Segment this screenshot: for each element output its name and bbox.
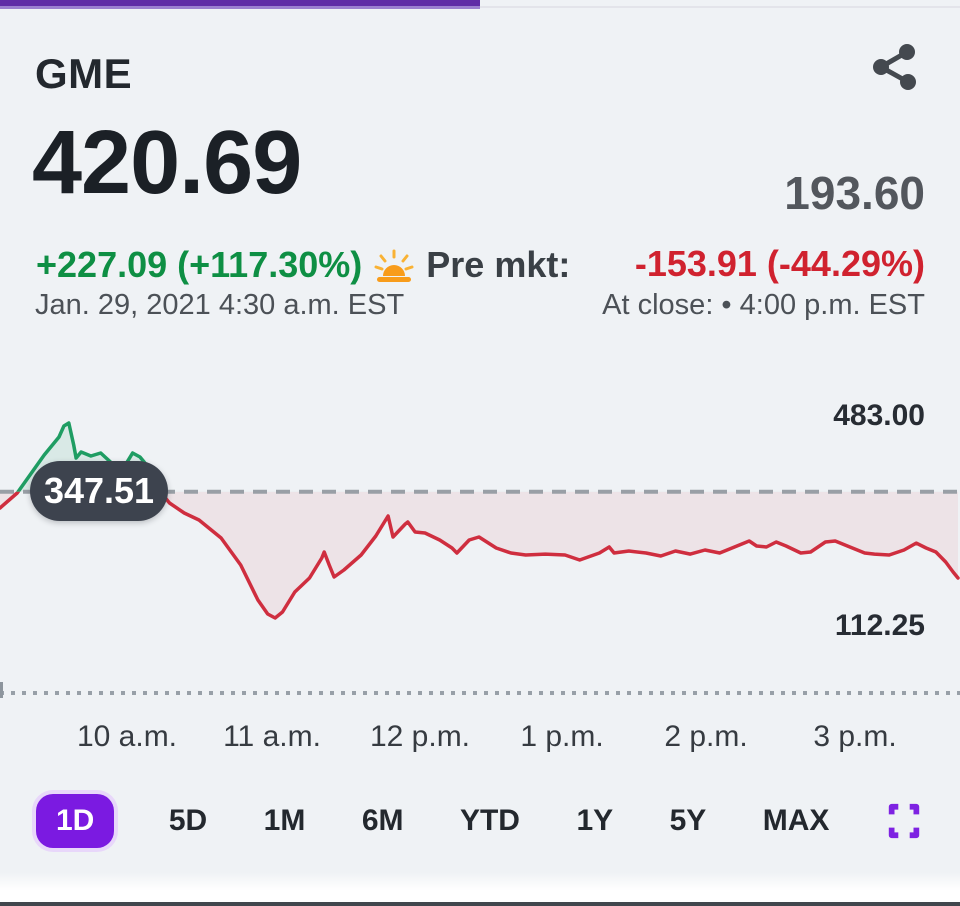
at-close-price: 193.60 bbox=[784, 167, 925, 219]
quote-timestamp: Jan. 29, 2021 4:30 a.m. EST bbox=[35, 289, 405, 321]
range-selector: 1D 5D 1M 6M YTD 1Y 5Y MAX bbox=[36, 790, 924, 852]
loading-progress-bar bbox=[0, 0, 960, 9]
sunrise-icon bbox=[374, 249, 414, 282]
share-icon bbox=[873, 44, 916, 90]
premarket-change: +227.09 (+117.30%) bbox=[36, 244, 363, 285]
price-chart[interactable] bbox=[0, 385, 960, 685]
price-line-green bbox=[15, 421, 163, 492]
previous-close-tooltip: 347.51 bbox=[30, 461, 168, 521]
at-close-change: -153.91 (-44.29%) bbox=[634, 243, 925, 284]
x-tick-12pm: 12 p.m. bbox=[369, 720, 471, 753]
fullscreen-icon bbox=[888, 803, 920, 839]
range-button-5y[interactable]: 5Y bbox=[669, 804, 707, 837]
range-button-6m[interactable]: 6M bbox=[361, 804, 404, 837]
progress-fill bbox=[0, 0, 480, 9]
range-button-ytd[interactable]: YTD bbox=[459, 804, 520, 837]
x-axis-dotted-line bbox=[0, 691, 960, 695]
x-tick-2pm: 2 p.m. bbox=[664, 720, 748, 753]
ticker-symbol: GME bbox=[35, 50, 133, 97]
range-button-max[interactable]: MAX bbox=[762, 804, 830, 837]
range-button-1m[interactable]: 1M bbox=[263, 804, 306, 837]
share-button[interactable] bbox=[860, 32, 924, 98]
x-tick-3pm: 3 p.m. bbox=[813, 720, 897, 753]
progress-track-line bbox=[0, 6, 960, 8]
chart-low-label: 112.25 bbox=[834, 609, 925, 642]
x-tick-1pm: 1 p.m. bbox=[520, 720, 604, 753]
range-button-5d[interactable]: 5D bbox=[168, 804, 208, 837]
bottom-divider bbox=[0, 902, 960, 906]
fullscreen-button[interactable] bbox=[884, 801, 924, 841]
range-button-1y[interactable]: 1Y bbox=[576, 804, 614, 837]
premarket-label: Pre mkt: bbox=[426, 244, 571, 285]
x-tick-10am: 10 a.m. bbox=[76, 720, 178, 753]
at-close-timestamp: At close: • 4:00 p.m. EST bbox=[602, 289, 925, 321]
x-tick-11am: 11 a.m. bbox=[223, 720, 321, 753]
x-axis-left-tick bbox=[0, 682, 3, 698]
chart-high-label: 483.00 bbox=[833, 399, 925, 432]
bottom-fade bbox=[0, 872, 960, 902]
range-button-1d[interactable]: 1D bbox=[36, 794, 115, 848]
current-price: 420.69 bbox=[32, 113, 302, 213]
loss-area-fill bbox=[0, 491, 958, 618]
price-line-red bbox=[0, 491, 960, 620]
